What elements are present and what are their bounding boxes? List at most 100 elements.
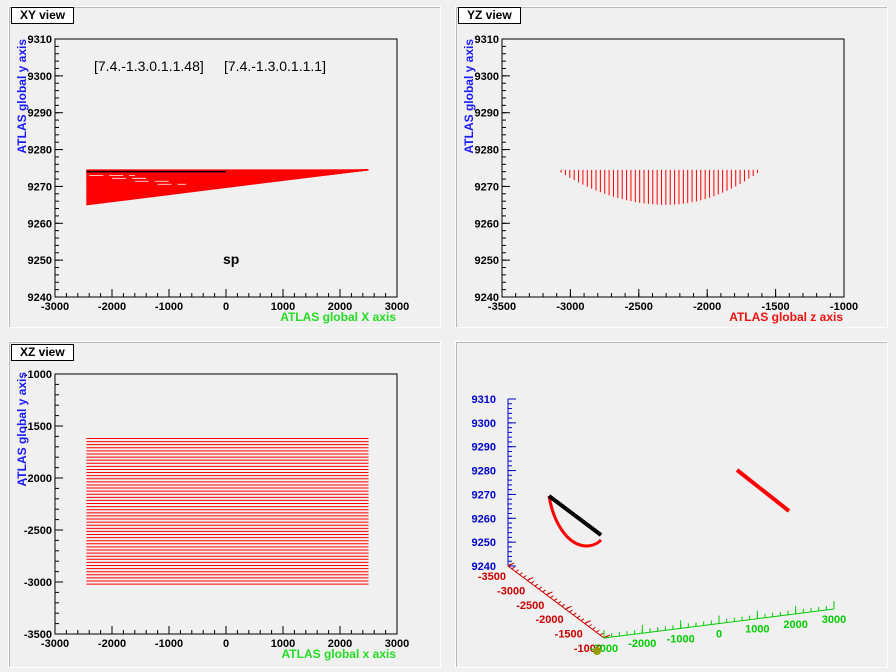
z-minor-tick: [576, 615, 581, 619]
x-axis-title: ATLAS global z axis: [729, 310, 843, 324]
x-tick-label: -2000: [98, 301, 126, 313]
x-axis-title: ATLAS global x axis: [282, 647, 397, 661]
x-tick-label: 0: [223, 301, 229, 313]
x-tick-label: -2000: [98, 638, 126, 650]
y-tick-label: 9250: [475, 255, 499, 267]
z-minor-tick: [549, 595, 554, 599]
y-axis-title: ATLAS global y axis: [462, 39, 476, 154]
z-tick-label: -2000: [535, 614, 563, 626]
sp-label: sp: [223, 251, 239, 267]
y-tick-label: 9300: [28, 71, 52, 83]
y-tick-label: -2000: [24, 473, 52, 485]
y-axis-title: ATLAS global y axis: [15, 39, 29, 154]
z-tick-label: -2500: [516, 600, 544, 612]
y-tick-label: 9310: [472, 394, 496, 406]
x-axis-title: ATLAS global X axis: [280, 310, 396, 324]
3d-view-pad: 9240 9250 9260 9270 9280 9290 9300 9310 -3500 -30…: [455, 341, 888, 668]
x-tick-label: -2000: [693, 301, 721, 313]
xz-view-title: XZ view: [11, 344, 74, 361]
yz-view-title: YZ view: [458, 7, 521, 24]
z-minor-tick: [569, 609, 573, 613]
x-tick-label: 0: [716, 629, 722, 641]
y-tick-label: 9290: [475, 108, 499, 120]
yz-view-plot: -3500 -3000 -2500 -2000 -1500 -1000 9240 9250 92…: [462, 34, 858, 324]
z-axis-line: [507, 565, 605, 639]
z-minor-tick: [596, 629, 600, 633]
x-tick-label: -1500: [762, 301, 790, 313]
y-tick-label: 9240: [472, 561, 496, 573]
z-minor-tick: [507, 563, 512, 567]
z-minor-tick: [534, 583, 539, 587]
z-minor-tick: [538, 586, 542, 590]
z-minor-tick: [580, 618, 585, 622]
z-minor-tick: [526, 577, 531, 581]
y-tick-label: 9290: [28, 108, 52, 120]
red-strip: [735, 468, 791, 513]
z-minor-tick: [511, 566, 516, 570]
y-tick-label: 9280: [472, 466, 496, 478]
xy-view-pad: -3000 -2000 -1000 0 1000 2000 3000 9240 9250 9260…: [8, 6, 441, 328]
x-tick-label: -1000: [667, 633, 695, 645]
x-tick-label: -3500: [488, 301, 516, 313]
y-tick-label: -1500: [24, 421, 52, 433]
origin-marker: [593, 647, 601, 655]
y-tick-label: 9280: [475, 145, 499, 157]
z-minor-tick: [530, 580, 535, 584]
xz-view-pad: -3000 -2000 -1000 0 1000 2000 3000 -3500 -3000 -2…: [8, 341, 441, 668]
yz-view-pad: -3500 -3000 -2500 -2000 -1500 -1000 9240 9250 92…: [455, 6, 888, 328]
x-tick-label: 0: [223, 638, 229, 650]
y-tick-label: 9270: [475, 181, 499, 193]
z-tick-label: -3000: [497, 585, 525, 597]
z-minor-tick: [573, 612, 577, 616]
x-tick-label: -3000: [41, 301, 69, 313]
red-arc-curve: [547, 495, 603, 548]
plot-frame: [501, 38, 845, 298]
y-tick-label: -3000: [24, 577, 52, 589]
y-tick-label: 9290: [472, 442, 496, 454]
z-tick-label: -3500: [478, 571, 506, 583]
z-minor-tick: [523, 575, 527, 578]
z-minor-tick: [565, 606, 569, 610]
z-minor-tick: [546, 592, 550, 596]
strip-id-label-1: [7.4.-1.3.0.1.1.48]: [94, 58, 204, 74]
x-tick-label: 3000: [385, 638, 409, 650]
y-tick-label: 9300: [472, 418, 496, 430]
x-tick-label: 2000: [328, 301, 352, 313]
y-tick-label: -2500: [24, 525, 52, 537]
red-strip-fan: [86, 169, 369, 206]
strip-id-label-2: [7.4.-1.3.0.1.1.1]: [224, 58, 326, 74]
x-tick-label: 3000: [822, 614, 846, 626]
z-minor-tick: [519, 572, 523, 576]
z-minor-tick: [553, 598, 558, 601]
y-tick-label: -3500: [24, 629, 52, 641]
x-tick-label: -1000: [830, 301, 858, 313]
x-tick-label: 2000: [783, 619, 807, 631]
red-strip-stack: [86, 437, 369, 585]
x-tick-label: 2000: [328, 638, 352, 650]
red-strip-arc: [560, 169, 759, 205]
y-tick-label: -1000: [24, 369, 52, 381]
z-minor-tick: [561, 603, 566, 607]
z-minor-tick: [542, 589, 546, 593]
z-minor-tick: [515, 569, 519, 573]
z-minor-tick: [592, 626, 596, 630]
z-minor-tick: [599, 632, 604, 636]
xy-view-title: XY view: [11, 7, 75, 24]
3d-view-plot: 9240 9250 9260 9270 9280 9290 9300 9310 -3500 -30…: [472, 394, 846, 655]
x-tick-label: 1000: [271, 638, 295, 650]
y-tick-label: 9270: [28, 181, 52, 193]
y-tick-label: 9250: [472, 537, 496, 549]
xz-view-plot: -3000 -2000 -1000 0 1000 2000 3000-3500-3000-2…: [15, 369, 409, 661]
x-tick-label: -3000: [41, 638, 69, 650]
x-tick-label: -3000: [556, 301, 584, 313]
y-tick-label: 9270: [472, 489, 496, 501]
black-strip: [547, 494, 603, 537]
z-minor-tick: [588, 624, 592, 627]
y-tick-label: 9300: [475, 71, 499, 83]
y-tick-label: 9240: [475, 292, 499, 304]
y-tick-label: 9260: [472, 513, 496, 525]
red-strip-line: [86, 169, 369, 206]
y-tick-label: 9260: [475, 218, 499, 230]
x-tick-label: -1000: [155, 638, 183, 650]
xy-view-plot: -3000 -2000 -1000 0 1000 2000 3000 9240 9250 9260…: [15, 34, 409, 324]
